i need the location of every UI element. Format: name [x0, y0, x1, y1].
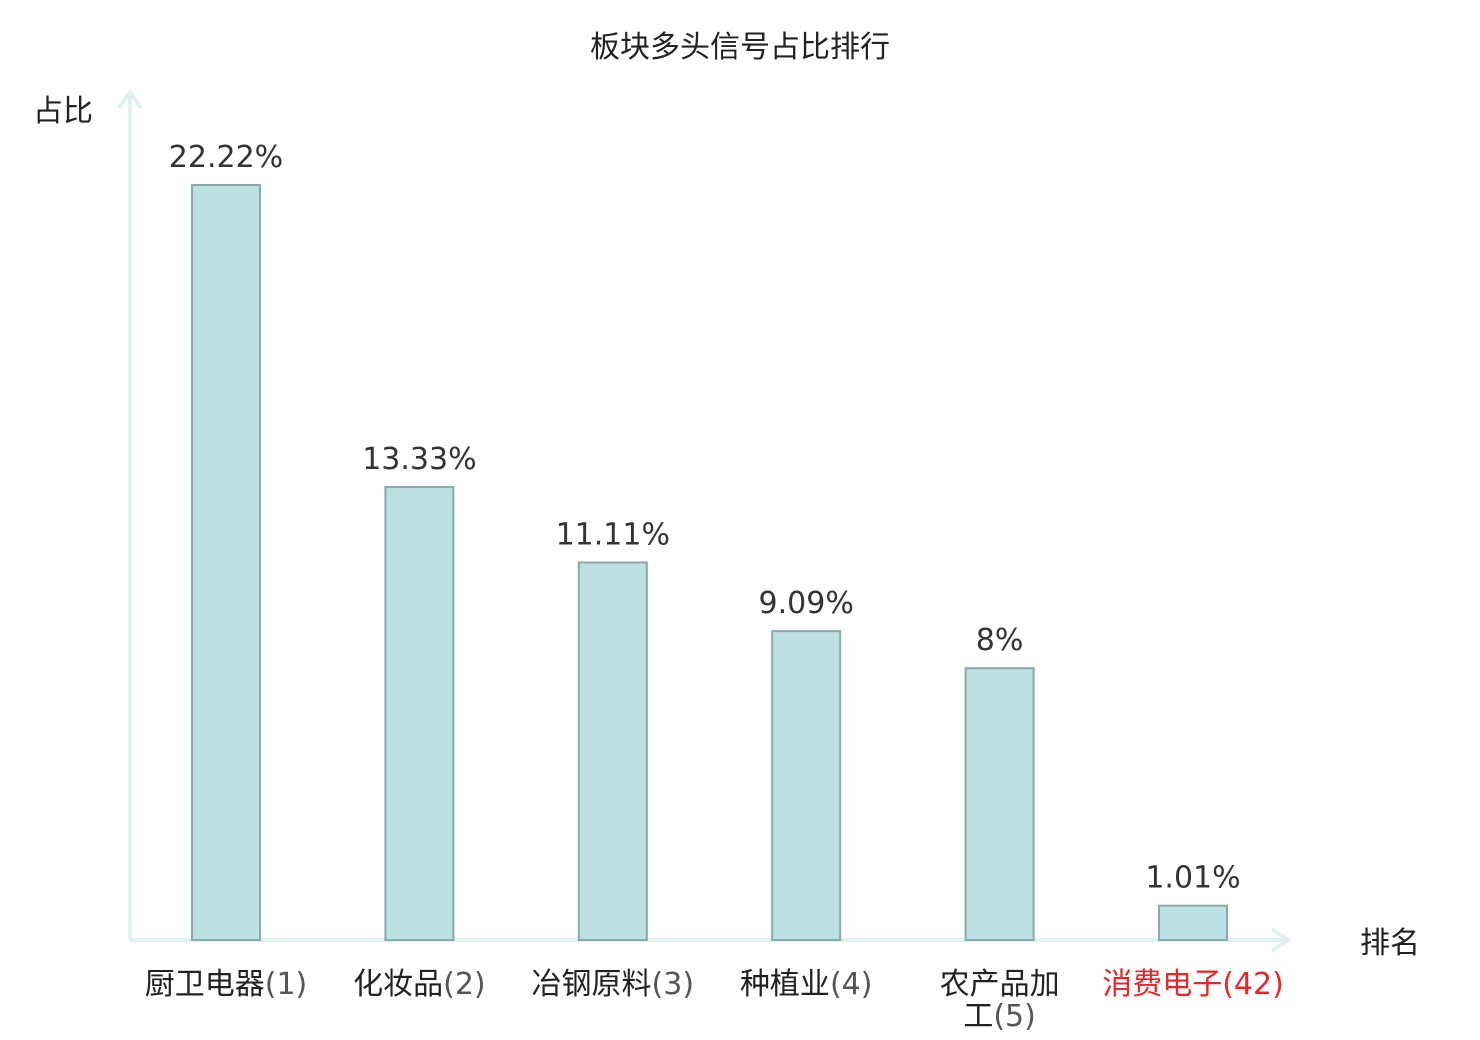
category-label-3: 冶钢原料(3): [532, 967, 695, 1002]
bar-3: [577, 561, 648, 941]
axes: 占比 排名: [33, 88, 1420, 961]
data-label-6: 1.01%: [1145, 861, 1240, 896]
bar-1: [191, 184, 261, 941]
data-label-4: 9.09%: [759, 586, 854, 621]
chart-title: 板块多头信号占比排行: [590, 30, 890, 65]
bar-6: [1158, 904, 1228, 942]
bar-5: [964, 667, 1035, 941]
bar-2: [384, 486, 455, 941]
category-label-1: 厨卫电器(1): [145, 967, 308, 1002]
data-label-3: 11.11%: [556, 518, 670, 553]
category-label-4: 种植业(4): [740, 967, 873, 1002]
bar-4: [771, 630, 842, 941]
category-labels: 厨卫电器(1) 化妆品(2) 冶钢原料(3) 种植业(4) 农产品加工(5) 消费电子(4…: [145, 967, 1284, 1034]
x-axis-label: 排名: [1360, 926, 1420, 961]
x-axis-arrow-icon: [1270, 927, 1292, 953]
category-label-6: 消费电子(42): [1102, 967, 1284, 1002]
category-label-5: 农产品加工(5): [940, 967, 1060, 1034]
data-label-1: 22.22%: [169, 140, 283, 175]
category-label-2: 化妆品(2): [353, 967, 486, 1002]
bars: [191, 184, 1228, 942]
y-axis-arrow-icon: [117, 88, 143, 110]
data-label-5: 8%: [976, 623, 1024, 658]
data-labels: 22.22% 13.33% 11.11% 9.09% 8% 1.01%: [169, 140, 1241, 896]
y-axis-label: 占比: [33, 94, 93, 129]
data-label-2: 13.33%: [362, 442, 476, 477]
